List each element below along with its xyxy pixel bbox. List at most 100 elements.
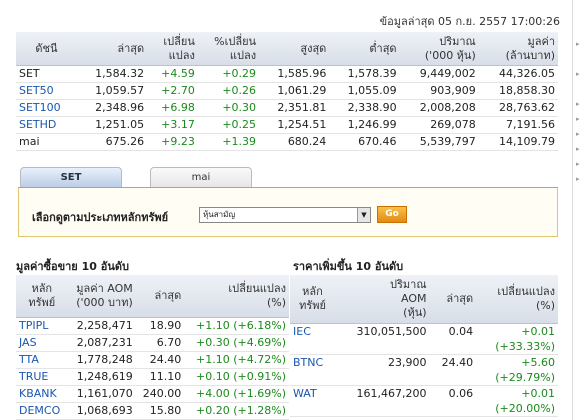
index-cell-low: 1,578.39 <box>329 65 400 83</box>
bullet-icon: ▸ <box>576 175 580 183</box>
top-gainers-subrow: (+20.00%) <box>290 401 558 417</box>
top-value-row: TPIPL 2,258,471 18.90 +1.10 (+6.18%) <box>16 317 289 335</box>
index-table: ดัชนี ล่าสุด เปลี่ยน แปลง %เปลี่ยน แปลง สูงส… <box>16 32 558 151</box>
bullet-icon: ▸ <box>576 100 580 108</box>
top-gainers-col-header: ปริมาณ AOM (หุ้น) <box>335 275 430 324</box>
top-gainers-col-header-text: หลัก ทรัพย์ <box>299 285 326 312</box>
top-gainers-cell-pct: (+29.79%) <box>476 370 558 386</box>
index-cell-chg: +4.59 <box>147 65 198 83</box>
index-cell-low: 2,338.90 <box>329 99 400 117</box>
index-cell-pct: +1.39 <box>197 133 260 151</box>
tab-set[interactable]: SET <box>20 167 122 187</box>
index-col-header: ล่าสุด <box>76 32 148 66</box>
top-value-cell-last: 15.80 <box>135 402 185 420</box>
top-value-cell-sym[interactable]: DEMCO <box>16 402 68 420</box>
index-col-header-text: %เปลี่ยน แปลง <box>214 34 257 62</box>
top-gainers-cell-sym[interactable]: BTNC <box>293 356 324 369</box>
index-cell-high: 1,061.29 <box>259 82 330 100</box>
index-cell-val: 44,326.05 <box>478 65 558 83</box>
index-cell-name[interactable]: SET <box>16 65 77 83</box>
top-gainers-cell-vol: 23,900 <box>388 356 427 369</box>
index-cell-val: 14,109.79 <box>478 133 558 151</box>
top-gainers-subrow: (+29.79%) <box>290 370 558 386</box>
top-value-cell-last: 24.40 <box>135 351 185 369</box>
top-value-cell-sym[interactable]: TTA <box>16 351 68 369</box>
tab-mai[interactable]: mai <box>150 167 252 187</box>
top-value-cell-val: 2,087,231 <box>67 334 136 352</box>
top-gainers-cell-sym[interactable]: WAT <box>293 387 317 400</box>
top-value-cell-last: 11.10 <box>135 368 185 386</box>
index-col-header: เปลี่ยน แปลง <box>147 32 198 66</box>
top-value-cell-sym[interactable]: TRUE <box>16 368 68 386</box>
top-gainers-cell-vol: 310,051,500 <box>356 325 427 338</box>
bullet-icon: ▸ <box>576 70 580 78</box>
index-cell-last: 1,251.05 <box>76 116 148 134</box>
top-value-cell-chg: +1.10 (+4.72%) <box>184 351 289 369</box>
bullet-icon: ▸ <box>576 160 580 168</box>
empty-cell <box>290 401 336 417</box>
top-value-table: หลัก ทรัพย์ มูลค่า AOM ('000 บาท) ล่าสุด เป… <box>16 275 289 420</box>
index-cell-vol: 2,008,208 <box>399 99 479 117</box>
index-col-header-text: ต่ำสุด <box>369 41 397 55</box>
top-value-col-header-text: เปลี่ยนแปลง (%) <box>228 282 286 309</box>
index-col-header-text: มูลค่า (ล้านบาท) <box>505 34 555 62</box>
index-cell-name[interactable]: mai <box>16 133 77 151</box>
index-cell-vol: 269,078 <box>399 116 479 134</box>
top-value-cell-chg: +0.30 (+4.69%) <box>184 334 289 352</box>
index-cell-name[interactable]: SET100 <box>16 99 77 117</box>
market-tabs: SET mai <box>18 167 558 188</box>
top-value-row: TTA 1,778,248 24.40 +1.10 (+4.72%) <box>16 351 289 369</box>
top-gainers-table: หลัก ทรัพย์ ปริมาณ AOM (หุ้น) ล่าสุด เปลี่ย… <box>290 275 558 417</box>
top-value-col-header-text: ล่าสุด <box>154 289 182 302</box>
top-gainers-col-header: หลัก ทรัพย์ <box>290 275 336 324</box>
index-cell-name[interactable]: SET50 <box>16 82 77 100</box>
index-cell-high: 1,585.96 <box>259 65 330 83</box>
index-row: SET 1,584.32 +4.59 +0.29 1,585.96 1,578.39 9,4… <box>16 65 558 83</box>
select-value: หุ้นสามัญ <box>203 210 236 219</box>
empty-cell <box>335 370 430 386</box>
top-value-cell-sym[interactable]: TPIPL <box>16 317 68 335</box>
index-cell-chg: +3.17 <box>147 116 198 134</box>
go-button[interactable]: Go <box>377 206 407 223</box>
top-gainers-row: WAT 161,467,200 0.06 +0.01 <box>290 386 558 402</box>
top-gainers-cell-pct: (+20.00%) <box>476 401 558 417</box>
security-type-select[interactable]: หุ้นสามัญ ▼ <box>199 207 371 223</box>
security-type-filter: เลือกดูตามประเภทหลักทรัพย์ หุ้นสามัญ ▼ G… <box>18 188 558 237</box>
dropdown-arrow-icon[interactable]: ▼ <box>357 208 370 222</box>
top-gainers-row: BTNC 23,900 24.40 +5.60 <box>290 355 558 371</box>
top-value-cell-val: 1,778,248 <box>67 351 136 369</box>
top-value-col-header: เปลี่ยนแปลง (%) <box>184 275 289 318</box>
index-cell-low: 670.46 <box>329 133 400 151</box>
top-gainers-col-header-text: ล่าสุด <box>446 292 474 305</box>
index-cell-high: 680.24 <box>259 133 330 151</box>
empty-cell <box>290 339 336 355</box>
top-value-cell-chg: +0.20 (+1.28%) <box>184 402 289 420</box>
top-gainers-cell-sym[interactable]: IEC <box>293 325 311 338</box>
top-value-cell-chg: +0.10 (+0.91%) <box>184 368 289 386</box>
bullet-icon: ▸ <box>576 130 580 138</box>
top-gainers-cell-pct: (+33.33%) <box>476 339 558 355</box>
index-cell-last: 675.26 <box>76 133 148 151</box>
index-col-header: ดัชนี <box>16 32 77 66</box>
index-cell-pct: +0.30 <box>197 99 260 117</box>
empty-cell <box>429 401 477 417</box>
top-gainers-cell-last: 24.40 <box>441 356 474 369</box>
index-col-header-text: ปริมาณ ('000 หุ้น) <box>424 34 476 62</box>
index-cell-high: 2,351.81 <box>259 99 330 117</box>
index-cell-pct: +0.29 <box>197 65 260 83</box>
top-value-col-header-text: มูลค่า AOM ('000 บาท) <box>76 282 133 309</box>
top-value-cell-sym[interactable]: JAS <box>16 334 68 352</box>
index-col-header-text: สูงสุด <box>300 41 327 55</box>
data-timestamp: ข้อมูลล่าสุด 05 ก.ย. 2557 17:00:26 <box>379 15 560 28</box>
index-cell-vol: 5,539,797 <box>399 133 479 151</box>
index-row: SET100 2,348.96 +6.98 +0.30 2,351.81 2,338.90… <box>16 99 558 117</box>
top-gainers-cell-last: 0.06 <box>448 387 474 400</box>
top-value-cell-chg: +4.00 (+1.69%) <box>184 385 289 403</box>
top-value-cell-sym[interactable]: KBANK <box>16 385 68 403</box>
top-value-cell-val: 1,161,070 <box>67 385 136 403</box>
bullet-icon: ▸ <box>576 40 580 48</box>
top-value-cell-last: 18.90 <box>135 317 185 335</box>
index-cell-low: 1,055.09 <box>329 82 400 100</box>
index-cell-name[interactable]: SETHD <box>16 116 77 134</box>
index-row: SET50 1,059.57 +2.70 +0.26 1,061.29 1,055.09 9… <box>16 82 558 100</box>
